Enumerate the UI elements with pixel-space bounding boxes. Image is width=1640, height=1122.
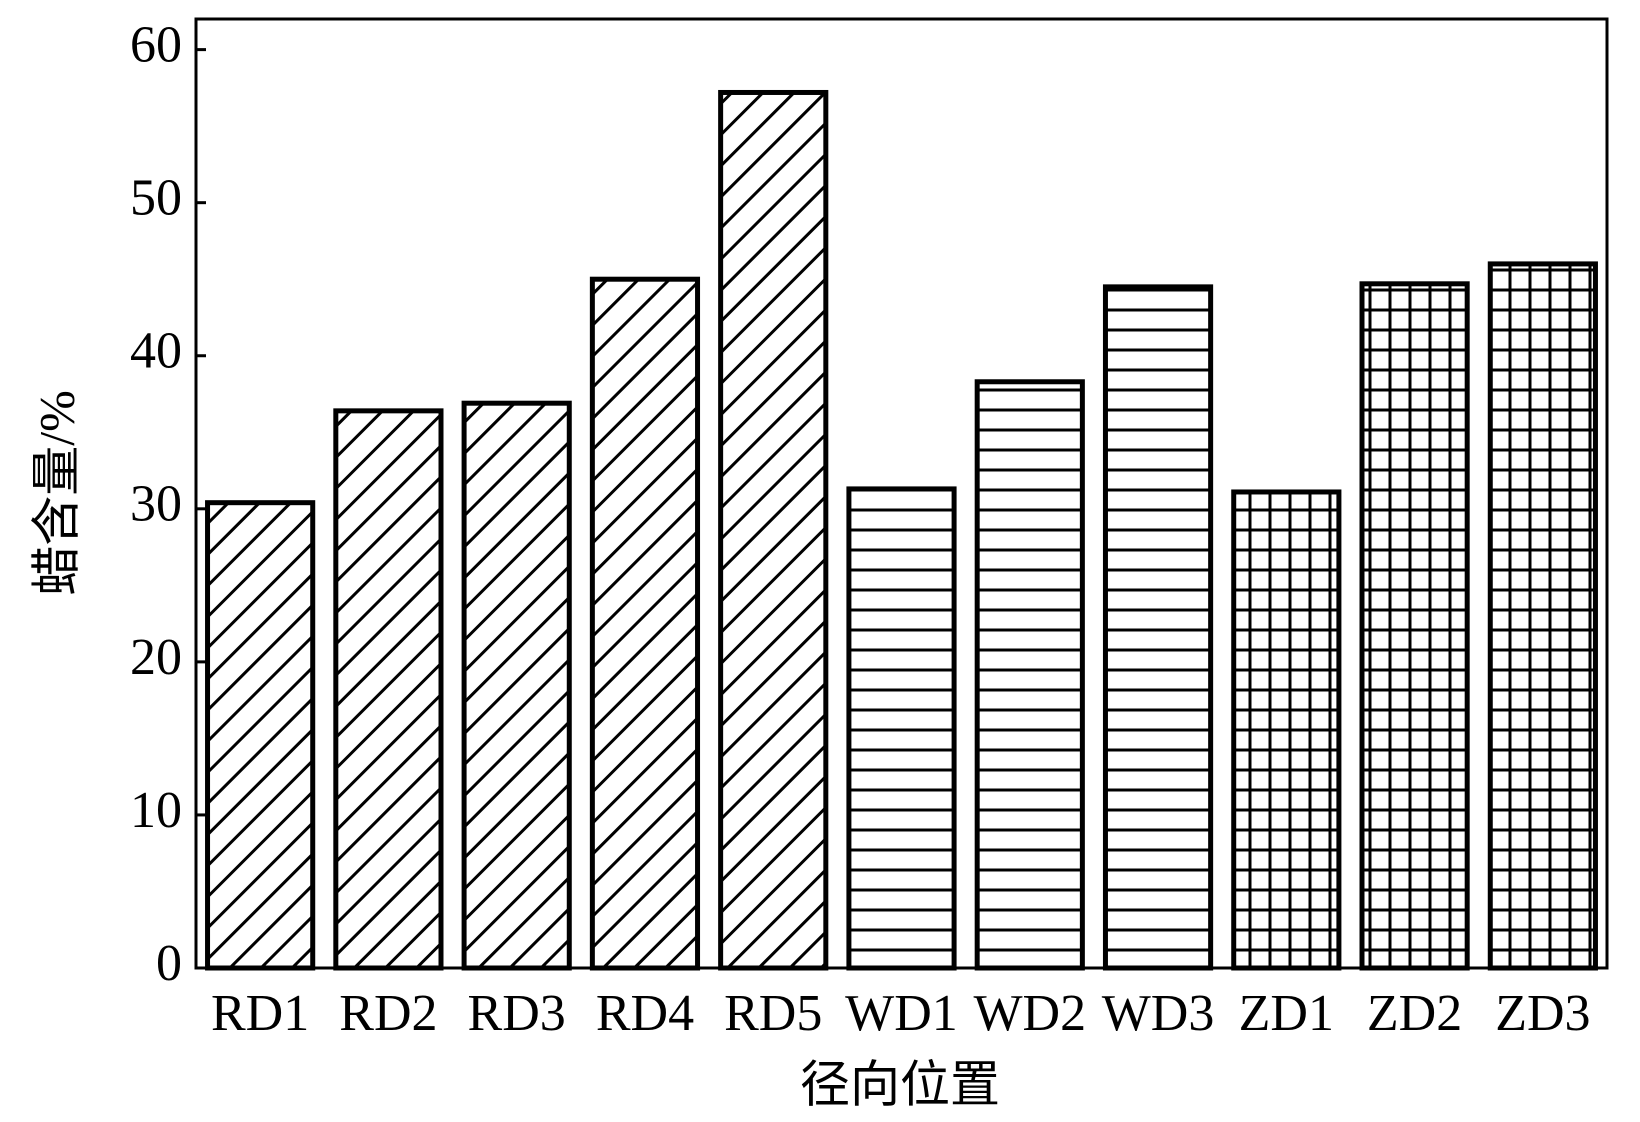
bar bbox=[846, 486, 957, 971]
x-tick-label: WD2 bbox=[973, 985, 1086, 1042]
y-tick-label: 10 bbox=[130, 782, 182, 839]
x-axis-title: 径向位置 bbox=[800, 1056, 1000, 1112]
y-tick-label: 30 bbox=[130, 476, 182, 533]
bar bbox=[718, 89, 829, 971]
y-tick-label: 40 bbox=[130, 323, 182, 380]
bar bbox=[1231, 489, 1342, 971]
x-tick-label: ZD3 bbox=[1495, 985, 1590, 1042]
x-tick-label: ZD2 bbox=[1367, 985, 1462, 1042]
y-tick-label: 50 bbox=[130, 170, 182, 227]
bar bbox=[974, 379, 1085, 971]
y-tick-label: 0 bbox=[156, 935, 182, 992]
bar bbox=[205, 500, 316, 971]
bar bbox=[1359, 281, 1470, 971]
y-axis-title: 蜡含量/% bbox=[28, 390, 84, 596]
x-tick-label: WD1 bbox=[845, 985, 958, 1042]
x-tick-label: RD3 bbox=[468, 985, 566, 1042]
bar bbox=[589, 276, 701, 971]
bar bbox=[1487, 261, 1598, 971]
bar bbox=[333, 408, 444, 971]
x-tick-label: RD4 bbox=[596, 985, 694, 1042]
x-tick-label: WD3 bbox=[1102, 985, 1215, 1042]
bar bbox=[461, 400, 572, 971]
bar bbox=[1102, 284, 1214, 971]
x-tick-label: RD2 bbox=[339, 985, 437, 1042]
y-tick-label: 20 bbox=[130, 629, 182, 686]
x-tick-label: RD5 bbox=[724, 985, 822, 1042]
x-tick-label: ZD1 bbox=[1239, 985, 1334, 1042]
y-tick-label: 60 bbox=[130, 17, 182, 74]
x-tick-label: RD1 bbox=[211, 985, 309, 1042]
